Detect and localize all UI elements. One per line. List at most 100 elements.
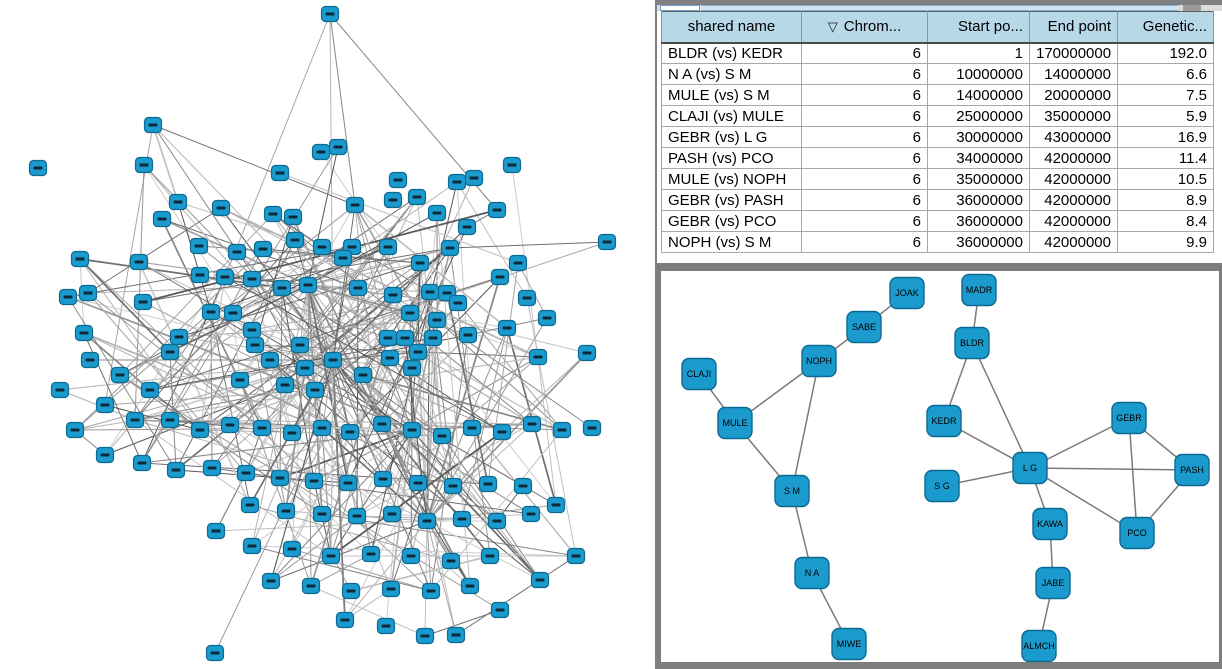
cell-value[interactable]: 14000000 [1029, 63, 1118, 85]
cell-value[interactable]: 34000000 [927, 147, 1030, 169]
graph-node-label [463, 333, 473, 337]
cell-value[interactable]: 10000000 [927, 63, 1030, 85]
graph-node-label [495, 608, 505, 612]
cell-value[interactable]: 9.9 [1117, 231, 1214, 253]
cell-value[interactable]: 36000000 [927, 231, 1030, 253]
cell-value[interactable]: 6 [801, 105, 928, 127]
table-row[interactable]: MULE (vs) NOPH 6 35000000 42000000 10.5 [661, 168, 1214, 190]
graph-node-LG[interactable] [1012, 451, 1048, 485]
column-header-genetic---[interactable]: Genetic... [1117, 11, 1214, 44]
table-row[interactable]: MULE (vs) S M 6 14000000 20000000 7.5 [661, 84, 1214, 106]
graph-node-label [266, 579, 276, 583]
cell-value[interactable]: 43000000 [1029, 126, 1118, 148]
graph-node-CLAJI[interactable] [681, 357, 717, 391]
cell-value[interactable]: 35000000 [1029, 105, 1118, 127]
small-network-panel: JOAK MADR SABE NOPH BLDR CLAJI KEDR MULE GEBR L G… [657, 263, 1222, 669]
cell-value[interactable]: 11.4 [1117, 147, 1214, 169]
cell-value[interactable]: 6 [801, 63, 928, 85]
cell-value[interactable]: 192.0 [1117, 42, 1214, 64]
graph-node-PASH[interactable] [1174, 453, 1210, 487]
graph-node-SM[interactable] [774, 474, 810, 508]
table-row[interactable]: GEBR (vs) PCO 6 36000000 42000000 8.4 [661, 210, 1214, 232]
cell-shared-name[interactable]: NOPH (vs) S M [661, 231, 802, 253]
table-row[interactable]: CLAJI (vs) MULE 6 25000000 35000000 5.9 [661, 105, 1214, 127]
graph-node-MADR[interactable] [961, 273, 997, 307]
cell-shared-name[interactable]: N A (vs) S M [661, 63, 802, 85]
graph-node-SG[interactable] [924, 469, 960, 503]
cell-value[interactable]: 42000000 [1029, 231, 1118, 253]
graph-node-JABE[interactable] [1035, 566, 1071, 600]
cell-value[interactable]: 6 [801, 84, 928, 106]
cell-value[interactable]: 16.9 [1117, 126, 1214, 148]
cell-value[interactable]: 8.4 [1117, 210, 1214, 232]
graph-node-KEDR[interactable] [926, 404, 962, 438]
graph-edge [199, 276, 226, 431]
cell-value[interactable]: 35000000 [927, 168, 1030, 190]
graph-node-NOPH[interactable] [801, 344, 837, 378]
table-row[interactable]: GEBR (vs) PASH 6 36000000 42000000 8.9 [661, 189, 1214, 211]
cell-shared-name[interactable]: MULE (vs) NOPH [661, 168, 802, 190]
table-row[interactable]: NOPH (vs) S M 6 36000000 42000000 9.9 [661, 231, 1214, 253]
cell-shared-name[interactable]: PASH (vs) PCO [661, 147, 802, 169]
cell-value[interactable]: 6 [801, 168, 928, 190]
graph-node-MULE[interactable] [717, 406, 753, 440]
horizontal-scrollbar[interactable] [657, 0, 1222, 11]
cell-value[interactable]: 6 [801, 42, 928, 64]
graph-node-BLDR[interactable] [954, 326, 990, 360]
graph-node-SABE[interactable] [846, 310, 882, 344]
cell-shared-name[interactable]: MULE (vs) S M [661, 84, 802, 106]
graph-edge-GEBR-PCO [1128, 417, 1138, 534]
cell-value[interactable]: 170000000 [1029, 42, 1118, 64]
table-row[interactable]: BLDR (vs) KEDR 6 1 170000000 192.0 [661, 42, 1214, 64]
cell-value[interactable]: 42000000 [1029, 168, 1118, 190]
cell-value[interactable]: 6 [801, 147, 928, 169]
column-header-start-po---[interactable]: Start po... [927, 11, 1030, 44]
cell-value[interactable]: 6 [801, 231, 928, 253]
cell-value[interactable]: 20000000 [1029, 84, 1118, 106]
table-row[interactable]: PASH (vs) PCO 6 34000000 42000000 11.4 [661, 147, 1214, 169]
cell-shared-name[interactable]: GEBR (vs) L G [661, 126, 802, 148]
graph-node-label [445, 246, 455, 250]
table-row[interactable]: GEBR (vs) L G 6 30000000 43000000 16.9 [661, 126, 1214, 148]
cell-value[interactable]: 1 [927, 42, 1030, 64]
scrollbar-channel[interactable] [657, 5, 1222, 11]
graph-node-MIWE[interactable] [831, 627, 867, 661]
graph-node-JOAK[interactable] [889, 276, 925, 310]
column-header-shared-name[interactable]: shared name [661, 11, 802, 44]
cell-value[interactable]: 7.5 [1117, 84, 1214, 106]
cell-value[interactable]: 8.9 [1117, 189, 1214, 211]
cell-value[interactable]: 6.6 [1117, 63, 1214, 85]
cell-shared-name[interactable]: GEBR (vs) PASH [661, 189, 802, 211]
big-network-canvas[interactable] [0, 0, 655, 669]
graph-edge [232, 312, 241, 381]
graph-node-NA[interactable] [794, 556, 830, 590]
cell-shared-name[interactable]: BLDR (vs) KEDR [661, 42, 802, 64]
table-row[interactable]: N A (vs) S M 6 10000000 14000000 6.6 [661, 63, 1214, 85]
cell-shared-name[interactable]: CLAJI (vs) MULE [661, 105, 802, 127]
sort-filter-icon[interactable]: ▽ [827, 19, 838, 35]
scrollbar-bar[interactable] [701, 5, 1179, 11]
cell-shared-name[interactable]: GEBR (vs) PCO [661, 210, 802, 232]
scrollbar-thumb[interactable] [1183, 5, 1201, 11]
cell-value[interactable]: 14000000 [927, 84, 1030, 106]
scrollbar-left-box[interactable] [660, 5, 700, 11]
cell-value[interactable]: 42000000 [1029, 147, 1118, 169]
column-header-chrom---[interactable]: ▽ Chrom... [801, 11, 928, 44]
graph-node-GEBR[interactable] [1111, 401, 1147, 435]
graph-node-PCO[interactable] [1119, 516, 1155, 550]
cell-value[interactable]: 6 [801, 210, 928, 232]
graph-node-ALMCH[interactable] [1021, 629, 1057, 662]
graph-node-KAWA[interactable] [1032, 507, 1068, 541]
cell-value[interactable]: 6 [801, 126, 928, 148]
cell-value[interactable]: 42000000 [1029, 189, 1118, 211]
cell-value[interactable]: 36000000 [927, 189, 1030, 211]
cell-value[interactable]: 36000000 [927, 210, 1030, 232]
cell-value[interactable]: 30000000 [927, 126, 1030, 148]
cell-value[interactable]: 25000000 [927, 105, 1030, 127]
cell-value[interactable]: 42000000 [1029, 210, 1118, 232]
column-header-end-point[interactable]: End point [1029, 11, 1118, 44]
cell-value[interactable]: 10.5 [1117, 168, 1214, 190]
cell-value[interactable]: 5.9 [1117, 105, 1214, 127]
cell-value[interactable]: 6 [801, 189, 928, 211]
